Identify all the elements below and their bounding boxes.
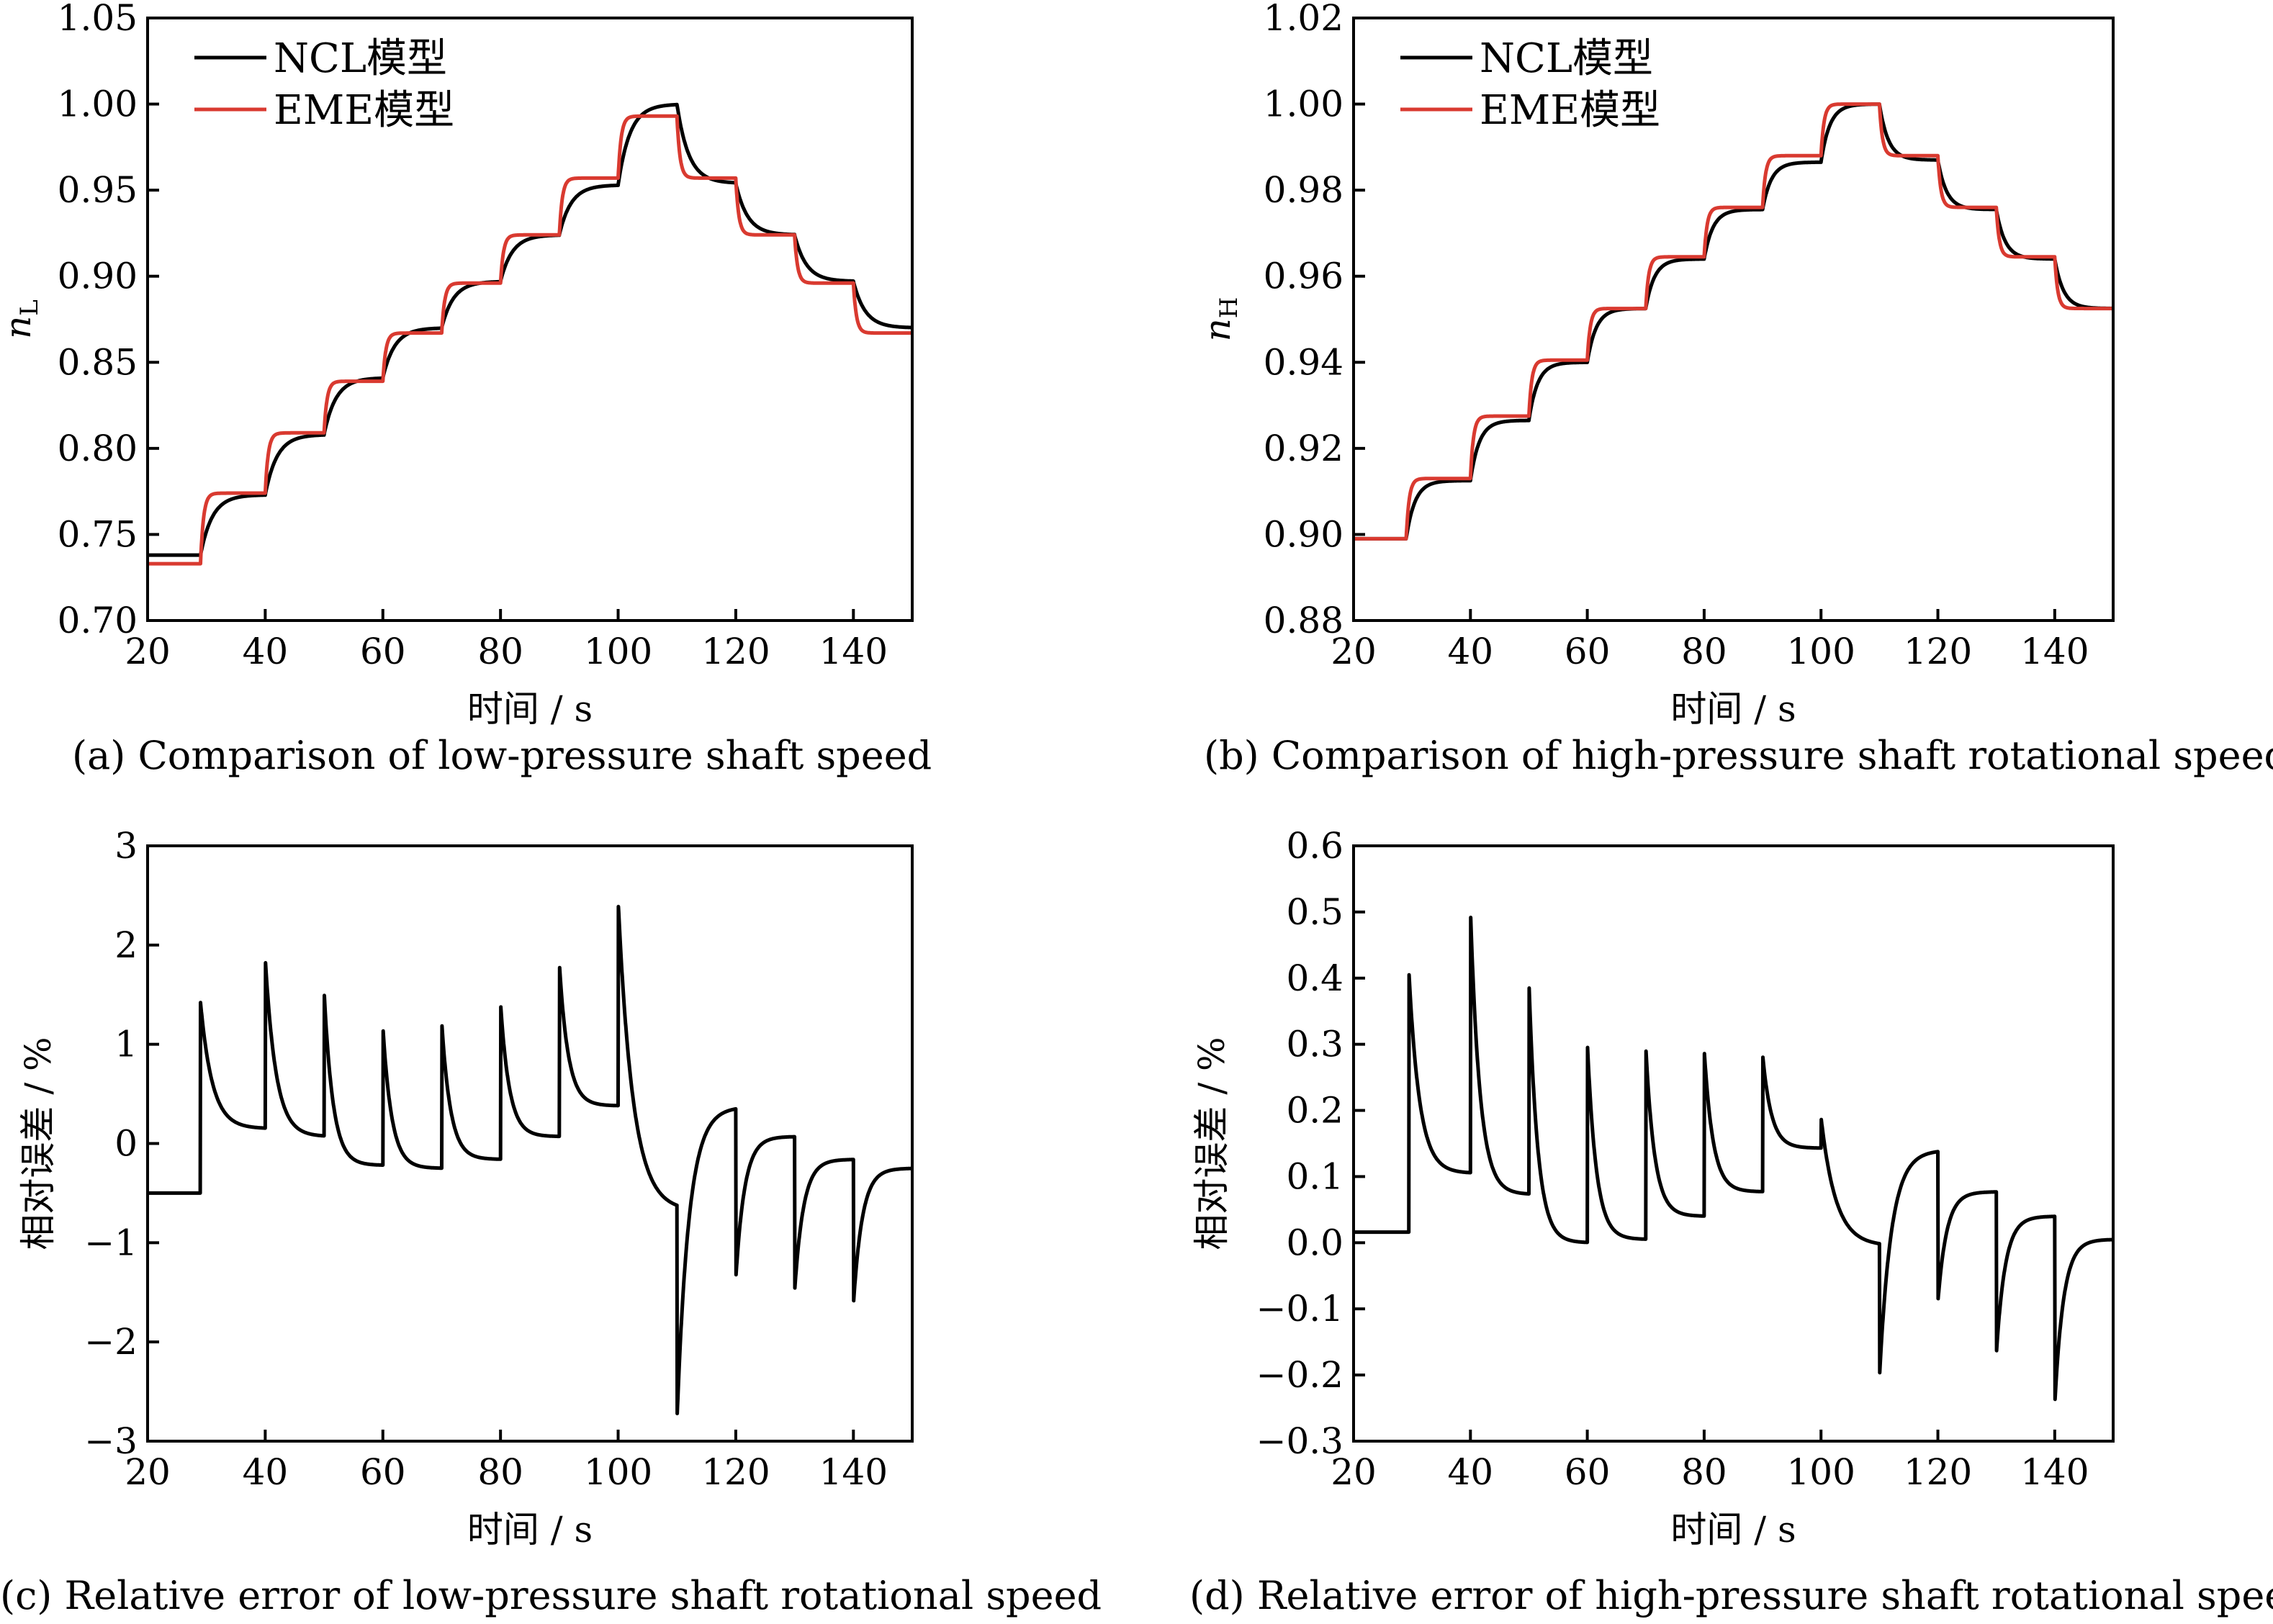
x-tick-label-b-3: 80 [1681, 631, 1727, 672]
y-tick-label-b-1: 0.90 [1264, 513, 1343, 555]
x-tick-label-d-5: 120 [1904, 1451, 1972, 1493]
y-tick-label-b-4: 0.96 [1264, 256, 1343, 297]
series-line-a-0 [148, 102, 912, 557]
series-line-b-1 [1354, 102, 2113, 541]
y-tick-label-a-4: 0.90 [58, 256, 138, 297]
y-axis-label-c: 相对误差 / % [17, 1037, 59, 1250]
axes-frame-a [146, 17, 914, 622]
y-tick-label-d-7: 0.4 [1286, 957, 1343, 999]
y-tick-label-c-1: −2 [84, 1321, 138, 1363]
x-axis-label-a: 时间 / s [467, 688, 593, 730]
x-axis-label-c: 时间 / s [467, 1509, 593, 1551]
y-axis-label-b: nH [1197, 297, 1243, 342]
y-tick-label-a-2: 0.80 [58, 428, 138, 469]
caption-b: (b) Comparison of high-pressure shaft ro… [1204, 733, 2273, 778]
y-tick-label-d-8: 0.5 [1286, 891, 1343, 933]
x-axis-label-d: 时间 / s [1670, 1509, 1796, 1551]
x-tick-label-b-0: 20 [1331, 631, 1377, 672]
x-tick-label-c-3: 80 [477, 1451, 523, 1493]
series-line-a-1 [148, 114, 912, 566]
y-tick-label-d-9: 0.6 [1286, 825, 1343, 867]
x-tick-label-a-6: 140 [819, 631, 888, 672]
series-line-c-0 [148, 904, 912, 1416]
y-tick-label-c-3: 0 [114, 1123, 138, 1165]
y-tick-label-b-3: 0.94 [1264, 341, 1343, 383]
x-tick-label-c-6: 140 [819, 1451, 888, 1493]
y-tick-label-d-4: 0.1 [1286, 1155, 1343, 1197]
axes-frame-c [146, 844, 914, 1443]
y-tick-label-c-0: −3 [84, 1420, 138, 1462]
y-tick-label-a-3: 0.85 [58, 341, 138, 383]
y-tick-label-b-5: 0.98 [1264, 169, 1343, 211]
x-tick-label-c-5: 120 [701, 1451, 770, 1493]
x-tick-label-c-1: 40 [243, 1451, 289, 1493]
y-tick-label-d-3: 0.0 [1286, 1222, 1343, 1263]
y-tick-label-d-2: −0.1 [1256, 1288, 1343, 1330]
y-axis-label-a: nL [0, 299, 44, 339]
x-tick-label-a-1: 40 [243, 631, 289, 672]
legend-label-b-1: EME模型 [1480, 87, 1660, 134]
x-tick-label-b-2: 60 [1565, 631, 1611, 672]
caption-d: (d) Relative error of high-pressure shaf… [1189, 1573, 2273, 1618]
x-tick-label-d-1: 40 [1447, 1451, 1493, 1493]
x-tick-label-a-3: 80 [477, 631, 523, 672]
x-tick-label-c-2: 60 [360, 1451, 406, 1493]
y-tick-label-a-0: 0.70 [58, 600, 138, 641]
x-tick-label-d-0: 20 [1331, 1451, 1377, 1493]
y-tick-label-b-7: 1.02 [1264, 0, 1343, 39]
x-tick-label-d-2: 60 [1565, 1451, 1611, 1493]
x-tick-label-c-0: 20 [125, 1451, 171, 1493]
axes-frame-d [1352, 844, 2115, 1443]
x-tick-label-b-6: 140 [2020, 631, 2089, 672]
y-tick-label-d-1: −0.2 [1256, 1354, 1343, 1396]
y-tick-label-a-7: 1.05 [58, 0, 138, 39]
y-tick-label-c-2: −1 [84, 1222, 138, 1263]
y-tick-label-a-1: 0.75 [58, 513, 138, 555]
caption-c: (c) Relative error of low-pressure shaft… [0, 1573, 1102, 1618]
y-tick-label-b-0: 0.88 [1264, 600, 1343, 641]
x-tick-label-a-4: 100 [584, 631, 652, 672]
y-tick-label-d-0: −0.3 [1256, 1420, 1343, 1462]
x-tick-label-a-2: 60 [360, 631, 406, 672]
series-line-d-0 [1354, 916, 2113, 1402]
x-tick-label-a-0: 20 [125, 631, 171, 672]
x-tick-label-b-1: 40 [1447, 631, 1493, 672]
legend-label-a-0: NCL模型 [274, 35, 447, 82]
chart-panel-b: 20 40 60 80 100 120 140 0.88 0.90 0.92 0.94 0.96 0.9… [1197, 0, 2273, 778]
axes-frame-b [1352, 17, 2115, 622]
y-tick-label-b-2: 0.92 [1264, 428, 1343, 469]
legend-label-a-1: EME模型 [274, 87, 454, 134]
y-tick-label-b-6: 1.00 [1264, 84, 1343, 125]
y-tick-label-d-6: 0.3 [1286, 1024, 1343, 1065]
x-tick-label-d-3: 80 [1681, 1451, 1727, 1493]
chart-panel-d: 20 40 60 80 100 120 140 −0.3 −0.2 −0.1 0.0 0.1 0.2 0.… [1189, 825, 2273, 1618]
x-tick-label-c-4: 100 [584, 1451, 652, 1493]
y-tick-label-a-5: 0.95 [58, 169, 138, 211]
y-tick-label-d-5: 0.2 [1286, 1090, 1343, 1132]
x-tick-label-b-4: 100 [1787, 631, 1855, 672]
x-tick-label-a-5: 120 [701, 631, 770, 672]
x-tick-label-d-6: 140 [2020, 1451, 2089, 1493]
y-tick-label-c-6: 3 [114, 825, 138, 867]
y-tick-label-c-5: 2 [114, 924, 138, 966]
x-tick-label-b-5: 120 [1904, 631, 1972, 672]
x-tick-label-d-4: 100 [1787, 1451, 1855, 1493]
chart-panel-c: 20 40 60 80 100 120 140 −3 −2 −1 0 1 2 3 时间 / s 相对误差 / … [0, 825, 1102, 1618]
x-axis-label-b: 时间 / s [1670, 688, 1796, 730]
y-axis-label-d: 相对误差 / % [1191, 1037, 1233, 1250]
y-tick-label-a-6: 1.00 [58, 84, 138, 125]
legend-label-b-0: NCL模型 [1480, 35, 1653, 82]
chart-panel-a: 20 40 60 80 100 120 140 0.70 0.75 0.80 0.85 0.90 0.9… [0, 0, 932, 778]
y-tick-label-c-4: 1 [114, 1024, 138, 1065]
caption-a: (a) Comparison of low-pressure shaft spe… [72, 733, 932, 778]
series-line-b-0 [1354, 102, 2113, 541]
